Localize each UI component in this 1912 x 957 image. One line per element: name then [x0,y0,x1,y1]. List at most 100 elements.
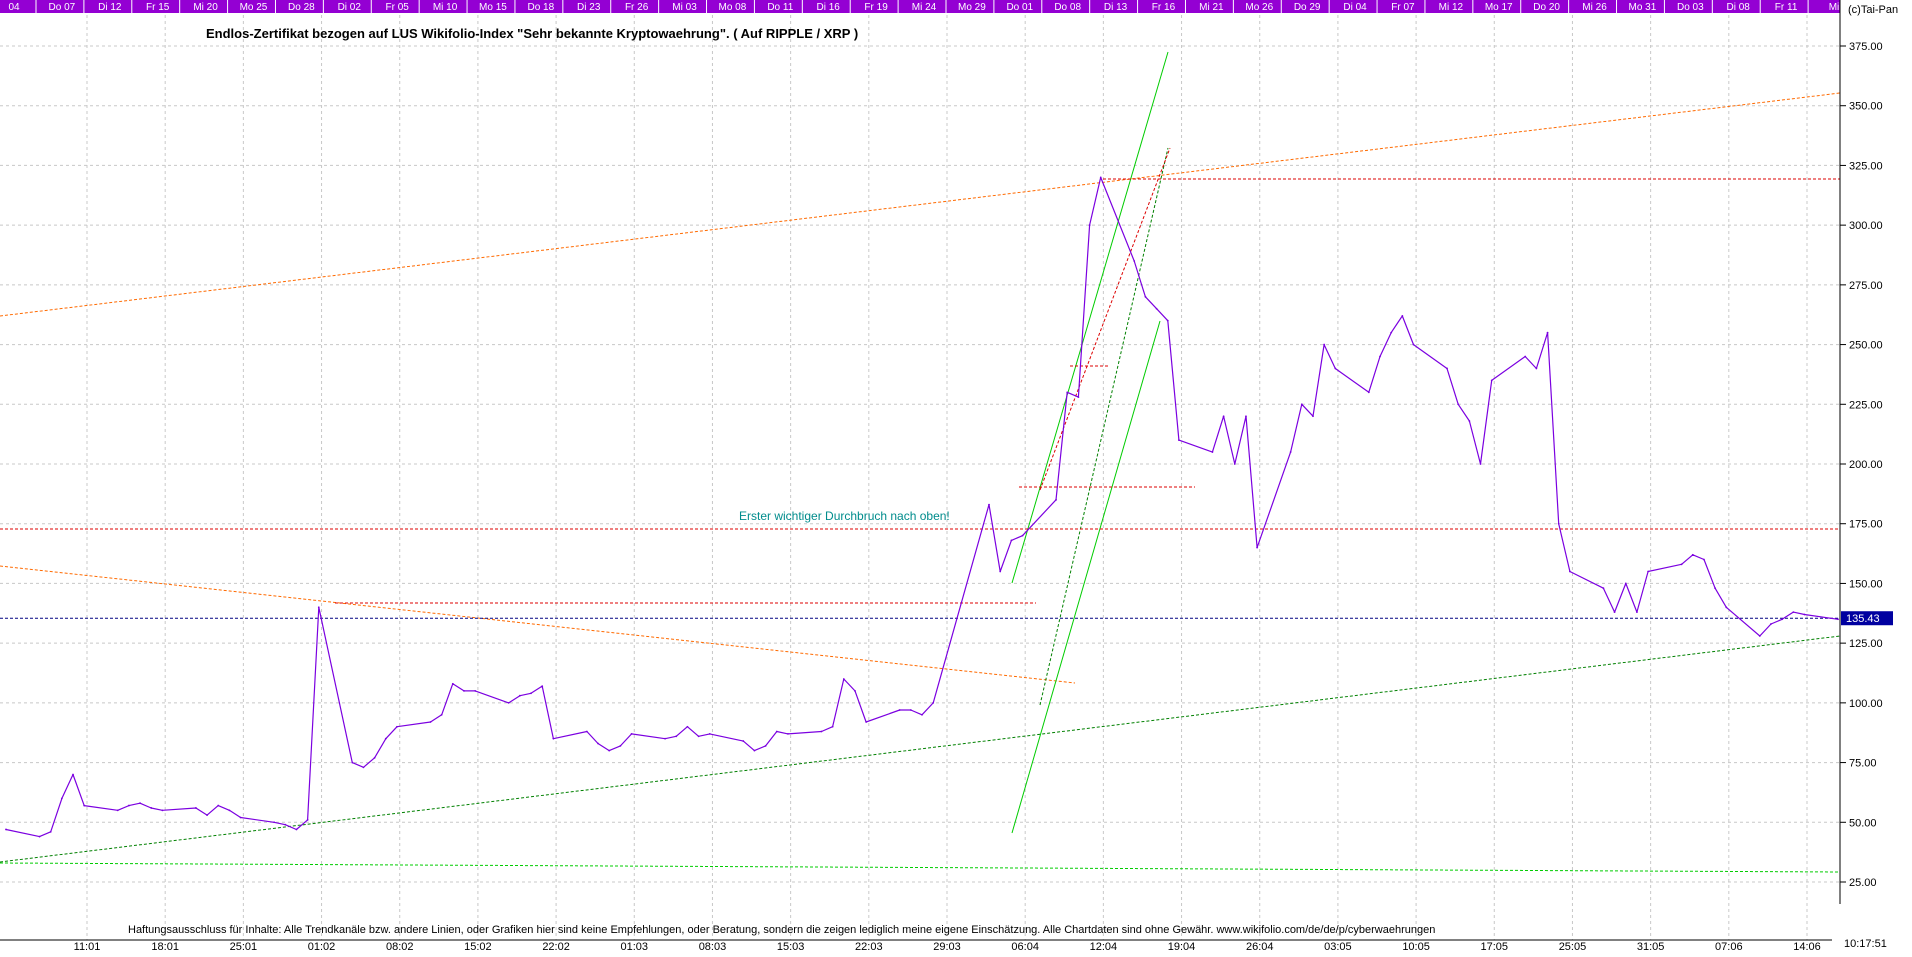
price-point [116,809,119,812]
price-point [1233,463,1236,465]
price-point [1245,415,1247,418]
price-point [1155,307,1158,310]
price-point [1703,558,1705,561]
y-tick-label: 325.00 [1849,160,1883,172]
price-point [463,690,465,692]
green-dashed-middle [1039,147,1169,706]
price-point [1636,611,1638,613]
price-point [898,709,901,711]
top-date-label: Mi 10 [433,2,458,13]
price-point [1624,582,1627,585]
y-tick-label: 375.00 [1849,41,1883,53]
price-point [396,725,398,728]
price-point [1178,439,1180,442]
breakout-annotation: Erster wichtiger Durchbruch nach oben! [739,509,950,523]
price-point [440,713,443,716]
top-date-label: Do 28 [288,2,315,13]
top-date-label: Mo 29 [958,2,986,13]
price-point [1468,420,1471,422]
price-point [999,570,1002,573]
price-point [1166,319,1169,322]
price-point [708,733,711,735]
y-tick-label: 150.00 [1849,578,1883,590]
price-point [1066,391,1069,394]
y-tick-label: 225.00 [1849,399,1883,411]
price-point [1569,570,1571,573]
price-point [1479,463,1482,465]
x-tick-label: 31:05 [1637,941,1665,952]
top-date-label: Do 07 [49,2,76,13]
price-point [228,809,231,812]
x-tick-label: 06:04 [1011,941,1039,952]
price-point [787,733,789,735]
price-point [295,828,298,831]
top-date-label: Mo 08 [719,2,747,13]
price-point [619,744,622,747]
price-point [161,809,164,812]
price-point [1055,498,1057,501]
price-point [1099,176,1102,179]
y-tick-label: 350.00 [1849,101,1883,113]
price-point [552,737,555,740]
price-point [1837,618,1839,621]
price-point [239,816,242,819]
price-point [1680,563,1683,566]
x-tick-label: 11:01 [74,941,101,952]
x-tick-label: 08:03 [699,941,727,952]
top-date-label: Mi [1829,2,1840,13]
price-point [630,733,633,735]
y-tick-label: 250.00 [1849,340,1883,352]
price-point [1312,415,1314,418]
top-date-label: Mi 12 [1439,2,1464,13]
x-tick-label: 18:01 [151,941,179,952]
price-point [831,725,834,728]
price-point [664,737,666,740]
y-tick-label: 125.00 [1849,638,1883,650]
price-point [1524,355,1527,358]
price-point [1557,522,1560,525]
top-date-label: Di 08 [1727,2,1751,13]
top-date-label: Fr 07 [1391,2,1415,13]
price-point [921,713,923,716]
price-point [1770,623,1772,625]
price-point [38,835,41,838]
top-date-label: Mo 15 [479,2,507,13]
y-axis: 25.00 50.00 75.00 100.00 125.00 150.00 175.00 2… [1839,0,1893,952]
top-date-label: Mo 25 [240,2,268,13]
x-tick-label: 10:05 [1402,941,1430,952]
x-tick-label: 19:04 [1168,941,1196,952]
price-point [854,690,856,692]
y-tick-label: 200.00 [1849,459,1883,471]
price-point [1803,613,1806,616]
price-point [1490,379,1493,382]
chart-title: Endlos-Zertifikat bezogen auf LUS Wikifo… [206,26,858,41]
y-tick-label: 300.00 [1849,220,1883,232]
price-point [597,742,599,745]
price-point [697,735,700,738]
price-point [1256,546,1259,549]
price-point [217,804,220,807]
time-readout: 10:17:51 [1844,938,1887,950]
top-date-label: Fr 11 [1775,2,1798,13]
x-axis: 11:01 18:01 25:01 01:02 08:02 15:02 22:02 01:03… [0,939,1840,953]
price-point [1758,635,1761,637]
price-point [686,725,689,728]
x-tick-label: 22:03 [855,941,883,952]
price-point [1691,553,1694,556]
top-date-label: Do 11 [767,2,793,13]
price-point [317,606,320,609]
top-date-label: Di 02 [338,2,362,13]
top-date-label: Fr 26 [625,2,649,13]
top-date-label: Mo 31 [1629,2,1657,13]
price-point [764,744,767,747]
top-date-label: Mi 03 [672,2,697,13]
x-tick-label: 03:05 [1324,941,1352,952]
y-tick-label: 175.00 [1849,519,1883,531]
price-point [1334,367,1337,370]
time-readout-bg [1832,904,1912,952]
top-date-label: Mi 21 [1199,2,1224,13]
price-point [1792,611,1795,613]
top-date-label: Do 03 [1677,2,1704,13]
orange-descending-line [0,565,1076,684]
